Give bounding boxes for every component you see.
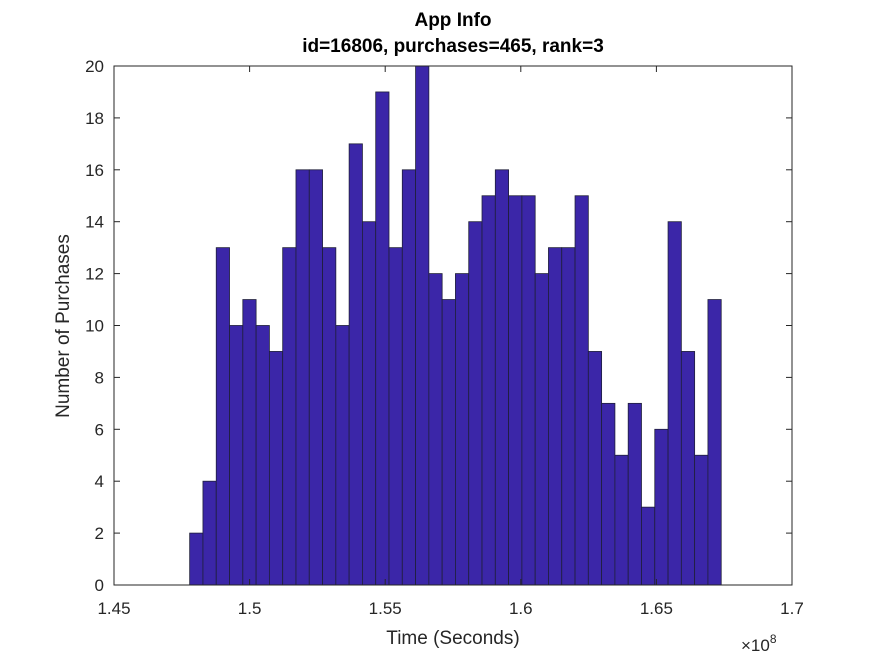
histogram-bar (295, 169, 310, 586)
histogram-bar (534, 273, 549, 586)
x-axis-ticks: 1.45 1.5 1.55 1.6 1.65 1.7 (97, 66, 804, 618)
x-tick-label: 1.65 (640, 599, 673, 618)
x-tick-label: 1.5 (238, 599, 262, 618)
y-tick-label: 6 (95, 420, 104, 439)
chart-subtitle: id=16806, purchases=465, rank=3 (302, 36, 604, 57)
histogram-bar (335, 325, 350, 586)
x-exponent-base: ×10 (741, 636, 770, 655)
y-tick-label: 20 (85, 57, 104, 76)
histogram-bar (415, 65, 430, 586)
histogram-bar (255, 325, 270, 586)
histogram-bar (202, 480, 217, 586)
histogram-bar (388, 247, 403, 586)
histogram-bar (401, 169, 416, 586)
histogram-bar (189, 532, 204, 586)
bars-group (189, 65, 722, 586)
histogram-bar (707, 299, 722, 586)
histogram-bar (468, 221, 483, 586)
histogram-bar (428, 273, 443, 586)
y-tick-label: 4 (95, 472, 104, 491)
y-axis-label: Number of Purchases (53, 234, 74, 418)
histogram-bar (242, 299, 257, 586)
histogram-bar (654, 428, 669, 586)
y-tick-label: 16 (85, 161, 104, 180)
histogram-bar (308, 169, 323, 586)
y-tick-label: 10 (85, 317, 104, 336)
x-exponent-power: 8 (770, 632, 777, 646)
histogram-bar (375, 91, 390, 586)
histogram-bar (215, 247, 230, 586)
y-tick-label: 18 (85, 109, 104, 128)
histogram-bar (601, 402, 616, 586)
histogram-bar (441, 299, 456, 586)
histogram-bar (587, 351, 603, 586)
histogram-bar (548, 247, 563, 586)
histogram-bar (229, 325, 244, 586)
histogram-bar (680, 351, 696, 586)
histogram-bar (574, 195, 589, 586)
histogram-bar (494, 169, 509, 586)
x-tick-label: 1.55 (369, 599, 402, 618)
histogram-bar (481, 195, 496, 586)
x-axis-label: Time (Seconds) (386, 628, 519, 649)
histogram-bar (667, 221, 682, 586)
histogram-bar (348, 143, 363, 586)
histogram-bar (282, 247, 297, 586)
histogram-bar (268, 351, 284, 586)
x-tick-label: 1.6 (509, 599, 533, 618)
histogram-bar (641, 506, 656, 586)
y-tick-label: 8 (95, 368, 104, 387)
chart-title: App Info (414, 10, 491, 31)
y-tick-label: 2 (95, 524, 104, 543)
histogram-bar (521, 195, 536, 586)
y-axis-ticks: 0 2 4 6 8 10 12 14 16 18 20 (85, 57, 792, 595)
histogram-bar (455, 273, 470, 586)
x-axis-exponent: ×108 (741, 632, 777, 655)
x-tick-label: 1.45 (97, 599, 130, 618)
x-tick-label: 1.7 (780, 599, 804, 618)
histogram-bar (561, 247, 576, 586)
y-tick-label: 12 (85, 265, 104, 284)
histogram-bar (508, 195, 523, 586)
y-tick-label: 14 (85, 213, 104, 232)
histogram-bar (627, 402, 642, 586)
histogram-bar (614, 454, 629, 586)
y-tick-label: 0 (95, 576, 104, 595)
histogram-bar (362, 221, 377, 586)
histogram-bar (322, 247, 337, 586)
histogram-bar (694, 454, 709, 586)
